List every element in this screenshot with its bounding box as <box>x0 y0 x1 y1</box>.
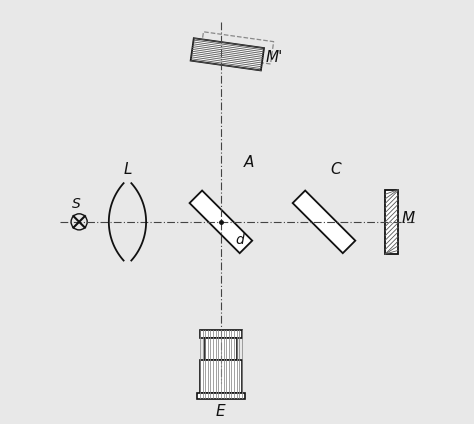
Bar <box>385 190 398 254</box>
Text: M': M' <box>266 50 283 65</box>
Text: A: A <box>244 155 254 170</box>
Text: M: M <box>401 211 414 226</box>
Bar <box>200 330 242 338</box>
Text: L: L <box>123 162 132 177</box>
Text: E: E <box>216 404 226 419</box>
Polygon shape <box>190 190 252 253</box>
Bar <box>205 338 237 360</box>
Polygon shape <box>191 38 264 70</box>
Text: S: S <box>72 197 80 211</box>
Bar <box>197 393 245 399</box>
Polygon shape <box>292 190 356 253</box>
Text: d: d <box>236 233 244 247</box>
Bar <box>200 360 242 393</box>
Text: C: C <box>330 162 341 177</box>
